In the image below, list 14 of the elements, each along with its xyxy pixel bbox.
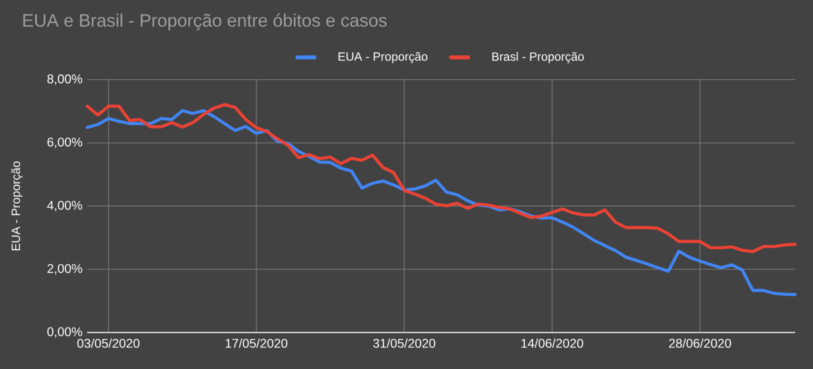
x-tick-label: 31/05/2020 bbox=[373, 338, 436, 348]
x-tick-label: 14/06/2020 bbox=[522, 338, 584, 348]
y-tick-label: 6,00% bbox=[48, 137, 82, 148]
legend-label: EUA - Proporção bbox=[338, 52, 428, 64]
y-tick-label: 0,00% bbox=[47, 327, 82, 338]
y-tick-label: 4,00% bbox=[47, 200, 82, 212]
y-tick-label: 8,00% bbox=[47, 74, 82, 85]
x-tick-label: 28/06/2020 bbox=[669, 338, 732, 348]
x-tick-label: 03/05/2020 bbox=[77, 338, 140, 348]
x-tick-label: 17/05/2020 bbox=[226, 338, 288, 348]
y-axis-title: EUA - Proporção bbox=[11, 161, 22, 250]
legend-label: Brasl - Proporção bbox=[492, 52, 584, 64]
y-tick-label: 2,00% bbox=[47, 264, 82, 274]
chart-title: EUA e Brasil - Proporção entre óbitos e casos bbox=[23, 13, 387, 30]
